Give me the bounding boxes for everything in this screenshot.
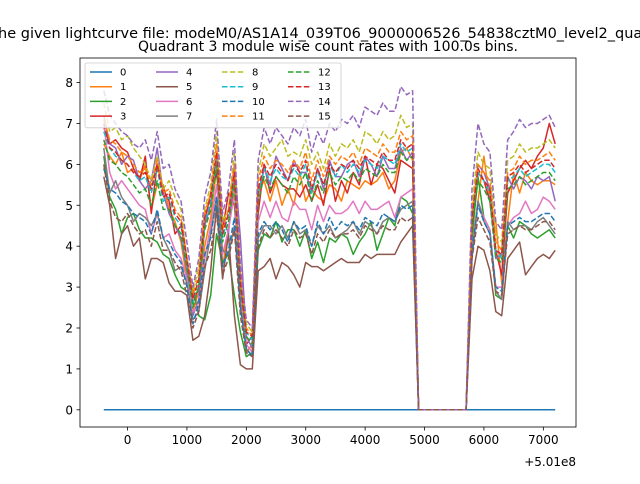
legend-label-2: 2 — [120, 97, 126, 108]
legend-label-0: 0 — [120, 68, 126, 79]
legend-label-6: 6 — [186, 97, 192, 108]
x-tick-label-1000: 1000 — [172, 433, 203, 447]
y-tick-label-4: 4 — [65, 240, 73, 254]
legend-label-7: 7 — [186, 112, 192, 123]
y-tick-label-3: 3 — [65, 281, 73, 295]
series-line-10 — [103, 168, 556, 411]
series-line-11 — [103, 119, 556, 411]
series-line-12 — [103, 139, 556, 411]
series-line-8 — [103, 102, 556, 411]
x-offset-label: +5.01e8 — [524, 455, 576, 469]
legend-label-15: 15 — [318, 112, 331, 123]
legend-label-5: 5 — [186, 82, 192, 93]
x-tick-label-5000: 5000 — [409, 433, 440, 447]
legend-label-10: 10 — [252, 97, 265, 108]
y-tick-label-7: 7 — [65, 117, 73, 131]
legend-label-14: 14 — [318, 97, 331, 108]
legend-label-8: 8 — [252, 68, 258, 79]
x-tick-label-2000: 2000 — [231, 433, 262, 447]
series-line-15 — [103, 164, 556, 411]
axes-frame — [79, 57, 577, 428]
legend-label-13: 13 — [318, 82, 331, 93]
x-tick-label-0: 0 — [124, 433, 132, 447]
y-tick-label-0: 0 — [65, 403, 73, 417]
figure-suptitle: Plots from the given lightcurve file: mo… — [0, 26, 640, 42]
series-line-5 — [103, 176, 556, 411]
x-tick-label-6000: 6000 — [469, 433, 500, 447]
y-tick-label-8: 8 — [65, 76, 73, 90]
y-tick-label-1: 1 — [65, 362, 73, 376]
x-tick-label-4000: 4000 — [350, 433, 381, 447]
legend-label-4: 4 — [186, 68, 192, 79]
plot-area: 0 1000 2000 3000 4000 5000 6000 700001234567801… — [65, 57, 577, 447]
y-tick-label-5: 5 — [65, 199, 73, 213]
chart-title: Quadrant 3 module wise count rates with … — [138, 39, 518, 55]
legend-label-9: 9 — [252, 82, 258, 93]
legend-label-1: 1 — [120, 82, 126, 93]
legend-label-3: 3 — [120, 112, 126, 123]
series-line-2 — [103, 156, 556, 411]
legend-box — [84, 62, 342, 129]
x-tick-label-3000: 3000 — [290, 433, 321, 447]
y-tick-label-2: 2 — [65, 322, 73, 336]
legend-label-11: 11 — [252, 112, 265, 123]
x-tick-label-7000: 7000 — [528, 433, 559, 447]
series-line-13 — [103, 123, 556, 411]
y-tick-label-6: 6 — [65, 158, 73, 172]
legend-label-12: 12 — [318, 68, 331, 79]
